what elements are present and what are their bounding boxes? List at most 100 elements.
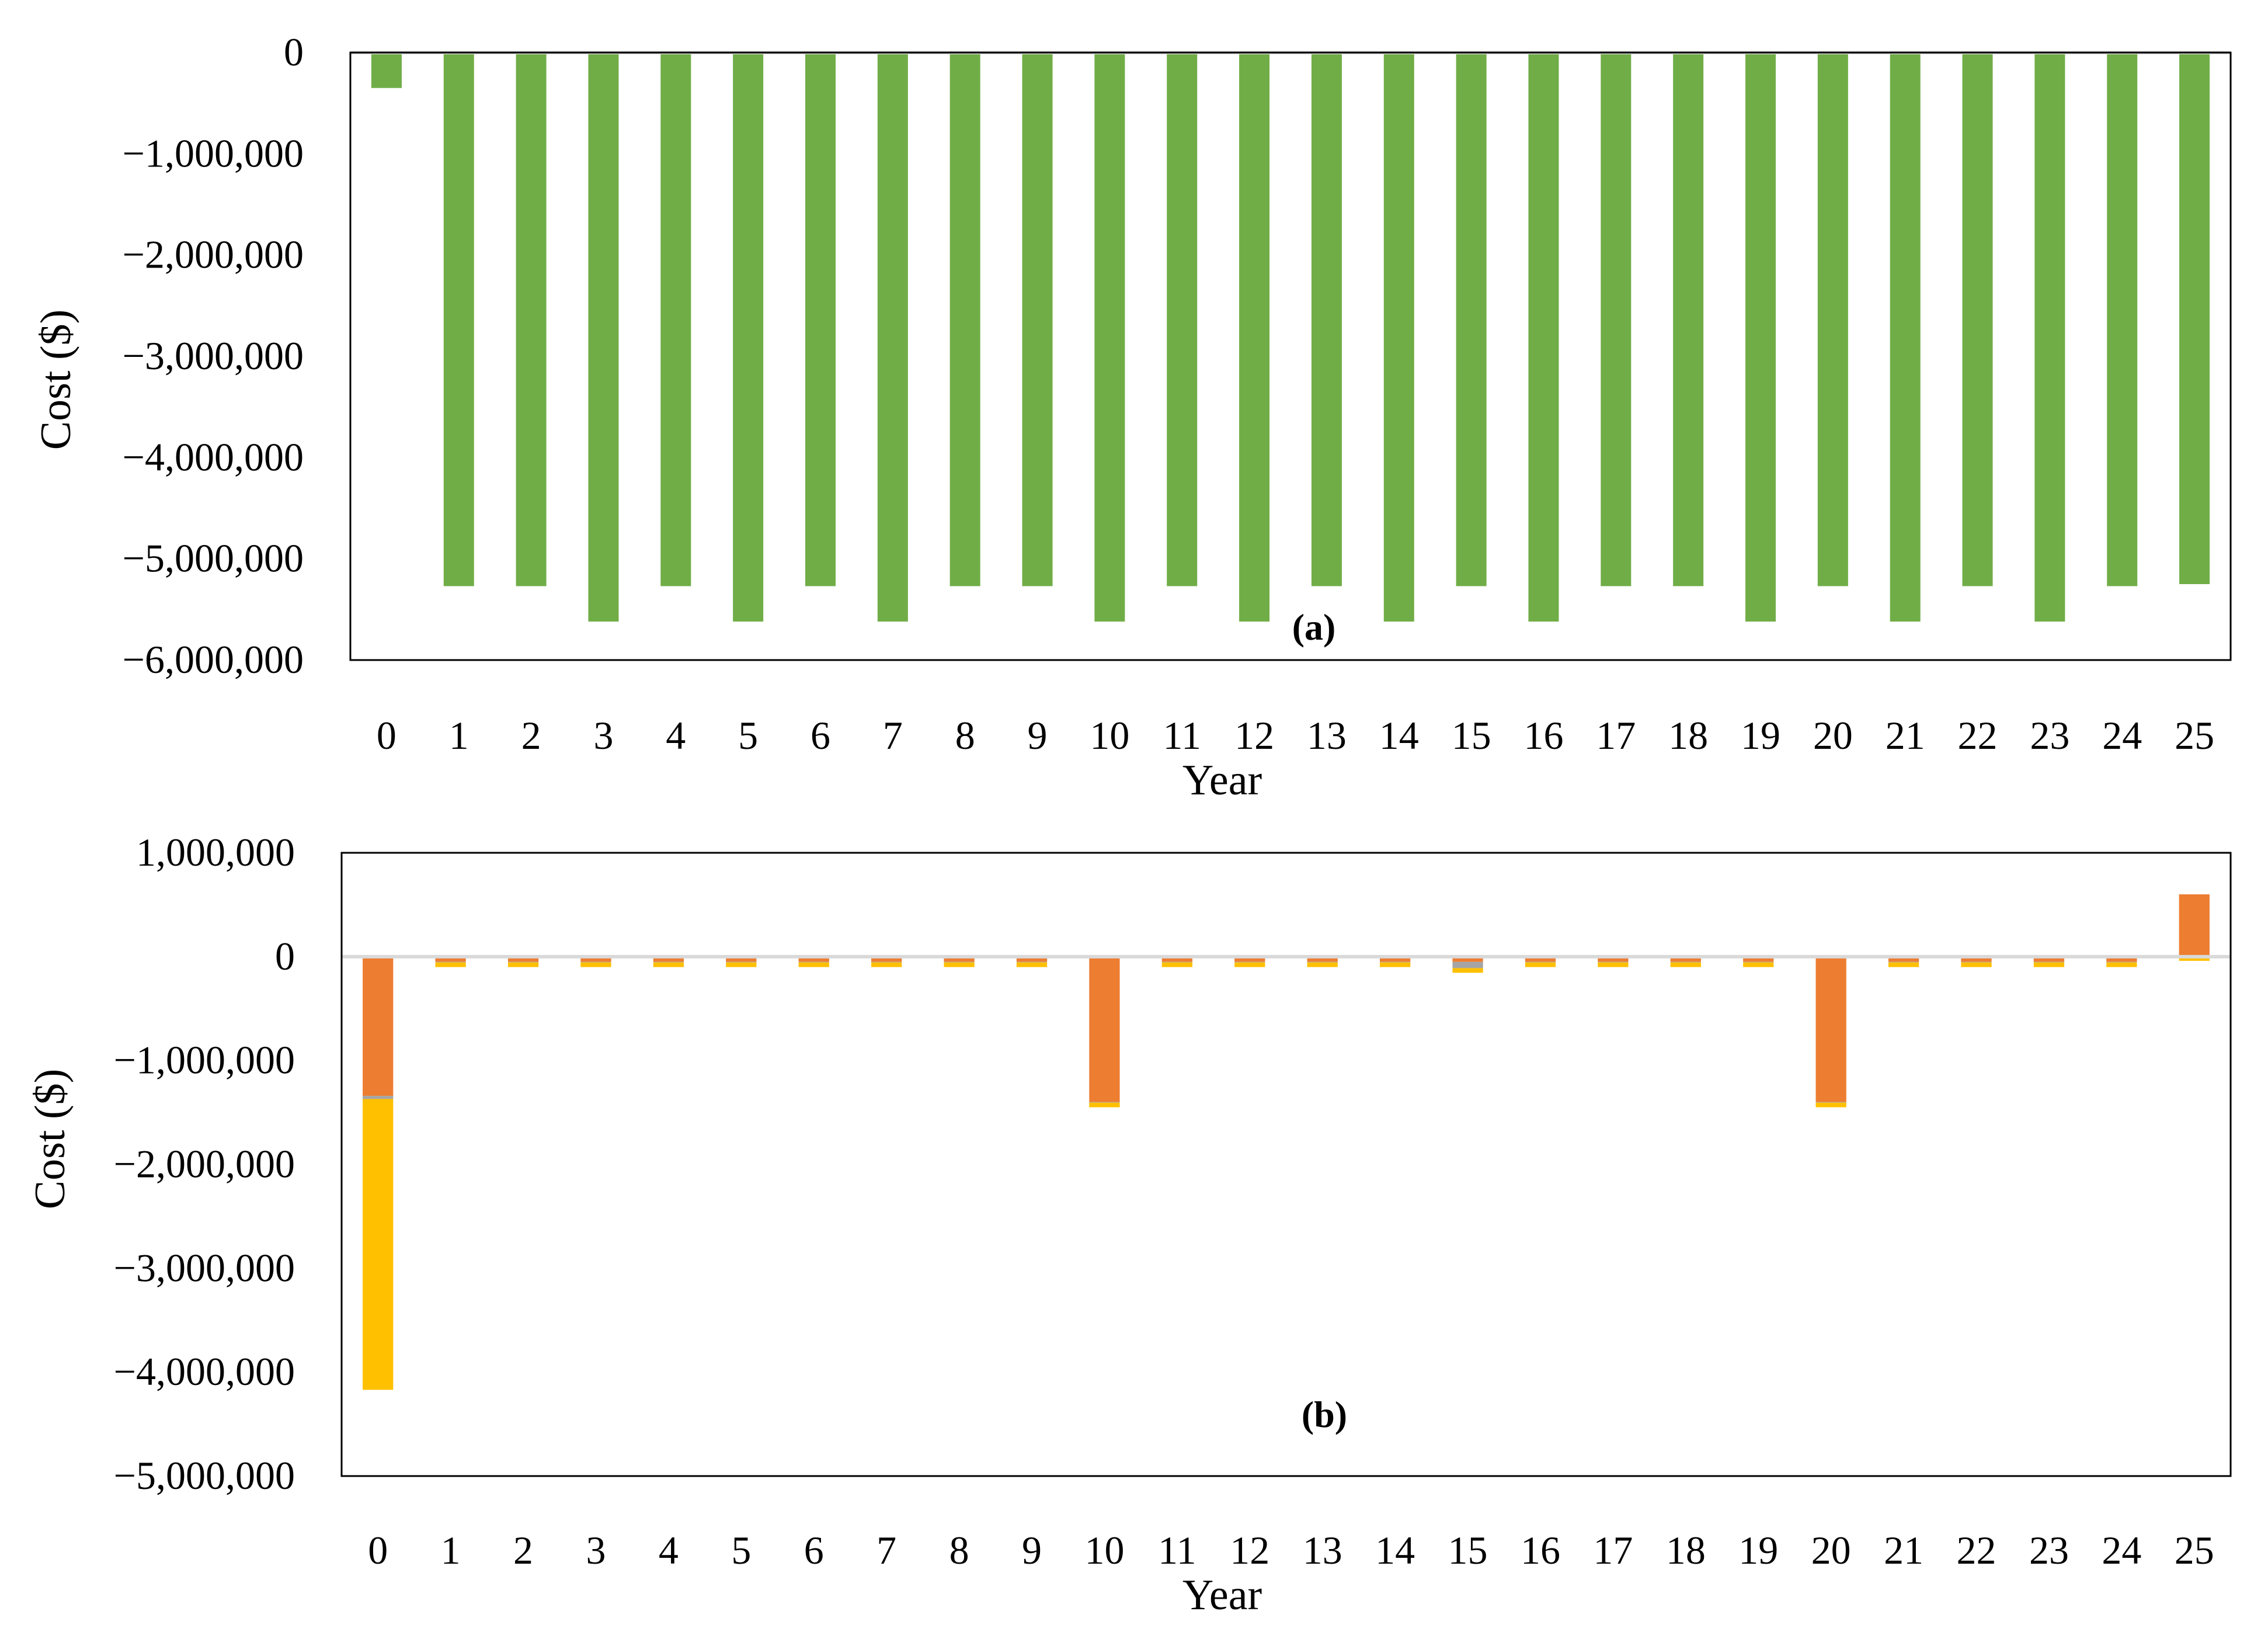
chart-a-x-tick-label: 15 [1452,713,1491,758]
chart-b-x-tick-label: 1 [441,1528,461,1572]
chart-b-bar-year-13-seg-2 [1307,962,1338,967]
chart-b-bar-year-14-seg-2 [1380,962,1411,967]
chart-a-x-tick-label: 14 [1379,713,1419,758]
chart-b-bar-year-3-seg-0 [580,956,611,962]
chart-b-x-tick-label: 13 [1303,1528,1342,1572]
chart-b-bar-year-8-seg-1 [944,961,975,963]
chart-b-x-tick-label: 18 [1666,1528,1706,1572]
chart-b-bar-year-10-seg-1 [1089,1102,1120,1103]
chart-a-bar-year-13 [1311,53,1342,586]
chart-b-bar-year-15-seg-2 [1452,968,1483,973]
chart-b-bar-year-23-seg-1 [2033,961,2065,963]
chart-a-bar-year-2 [516,53,547,586]
chart-b-bar-year-2-seg-0 [507,956,539,962]
chart-b-bar-year-13-seg-1 [1307,961,1338,963]
chart-b-x-tick-label: 14 [1375,1528,1415,1572]
chart-b-bar-year-25-seg-0 [2179,894,2210,957]
chart-a-x-tick-label: 9 [1028,713,1048,758]
chart-b-y-tick-label: −4,000,000 [114,1349,295,1394]
chart-a-x-tick-label: 18 [1668,713,1708,758]
chart-b-bar-year-15-seg-0 [1452,956,1483,962]
chart-b-x-tick-label: 22 [1957,1528,1996,1572]
chart-b-bar-year-0-seg-1 [363,1096,394,1099]
chart-b-bar-year-21-seg-2 [1888,962,1919,967]
chart-a-bar-year-16 [1528,53,1559,622]
chart-a-y-tick-label: −3,000,000 [123,334,304,378]
chart-b-bars [363,894,2210,1390]
chart-b-bar-year-17-seg-1 [1598,961,1629,963]
chart-b-bar-year-21-seg-1 [1888,961,1919,963]
chart-a-x-tick-label: 19 [1741,713,1780,758]
chart-a-panel-label: (a) [1292,606,1336,648]
chart-b-bar-year-19-seg-1 [1743,961,1774,963]
chart-b-x-tick-label: 21 [1884,1528,1923,1572]
chart-b-y-tick-label: 0 [275,934,295,978]
chart-b-bar-year-0-seg-0 [363,956,394,1096]
chart-a-bar-year-25 [2179,53,2210,584]
chart-a-bar-year-11 [1167,53,1198,586]
chart-a-x-tick-label: 13 [1307,713,1347,758]
chart-b-bar-year-9-seg-0 [1016,956,1048,962]
chart-b-bar-year-1-seg-2 [435,962,466,967]
chart-b-bar-year-10-seg-0 [1089,956,1120,1102]
chart-b-y-axis-title: Cost ($) [26,1069,74,1210]
chart-b-bar-year-16-seg-0 [1525,956,1556,962]
chart-b-bar-year-1-seg-0 [435,956,466,962]
chart-a-x-tick-label: 3 [593,713,613,758]
chart-a-bar-year-22 [1962,53,1993,586]
chart-a-x-tick-label: 20 [1813,713,1853,758]
chart-b-bar-year-24-seg-1 [2106,961,2137,963]
chart-b-x-tick-label: 9 [1022,1528,1042,1572]
chart-a-x-tick-label: 0 [377,713,396,758]
chart-b-bar-year-20-seg-1 [1815,1102,1846,1103]
chart-b-bar-year-6-seg-2 [798,962,829,967]
chart-b-bar-year-1-seg-1 [435,961,466,963]
chart-b-bar-year-4-seg-2 [653,962,684,967]
chart-b-bar-year-10-seg-2 [1089,1102,1120,1107]
chart-b-x-tick-label: 4 [659,1528,679,1572]
chart-a-x-tick-label: 2 [521,713,541,758]
chart-b-bar-year-16-seg-1 [1525,961,1556,963]
chart-b-bar-year-9-seg-2 [1016,962,1048,967]
chart-b-bar-year-4-seg-0 [653,956,684,962]
chart-b-y-tick-label: 1,000,000 [136,830,295,874]
chart-b-x-tick-label: 25 [2175,1528,2214,1572]
chart-b-bar-year-7-seg-1 [871,961,902,963]
chart-b-bar-year-18-seg-1 [1670,961,1701,963]
chart-b-bar-year-11-seg-2 [1161,962,1192,967]
chart-b-bar-year-16-seg-2 [1525,962,1556,967]
chart-a-y-ticks: 0 −1,000,000 −2,000,000 −3,000,000 −4,000,00… [123,30,304,682]
chart-a-bar-year-21 [1890,53,1921,622]
chart-a-x-axis-title: Year [1182,756,1262,804]
chart-b-bar-year-12-seg-2 [1234,962,1265,967]
chart-a-bar-year-4 [660,53,691,586]
chart-a-bar-year-1 [443,53,474,586]
chart-a-x-tick-label: 4 [666,713,686,758]
chart-b-bar-year-19-seg-0 [1743,956,1774,962]
chart-b-y-tick-label: −5,000,000 [114,1453,295,1498]
chart-b-x-axis-title: Year [1182,1571,1262,1619]
chart-a-x-tick-label: 1 [449,713,469,758]
chart-b-x-tick-label: 16 [1521,1528,1560,1572]
chart-a-plot-frame [349,51,2232,661]
chart-a-bars [371,53,2210,622]
chart-b-x-tick-label: 19 [1738,1528,1778,1572]
chart-a-x-tick-label: 6 [811,713,830,758]
chart-b-bar-year-11-seg-0 [1161,956,1192,962]
chart-a-bar-year-5 [733,53,764,622]
chart-b-y-ticks: 1,000,000 0 −1,000,000 −2,000,000 −3,000,000… [114,830,295,1498]
chart-b-bar-year-9-seg-1 [1016,961,1048,963]
chart-b-x-tick-label: 11 [1158,1528,1196,1572]
chart-b-x-tick-label: 8 [949,1528,969,1572]
chart-a-y-tick-label: −6,000,000 [123,637,304,682]
chart-a-y-tick-label: −5,000,000 [123,536,304,581]
chart-b-bar-year-24-seg-2 [2106,962,2137,967]
chart-a-x-tick-label: 22 [1958,713,1998,758]
chart-a-x-tick-label: 11 [1163,713,1201,758]
chart-b-bar-year-22-seg-1 [1961,961,1992,963]
chart-b-bar-year-14-seg-1 [1380,961,1411,963]
chart-a-y-tick-label: 0 [284,30,304,74]
chart-b-bar-year-20-seg-2 [1815,1102,1846,1107]
chart-b-bar-year-22-seg-2 [1961,962,1992,967]
